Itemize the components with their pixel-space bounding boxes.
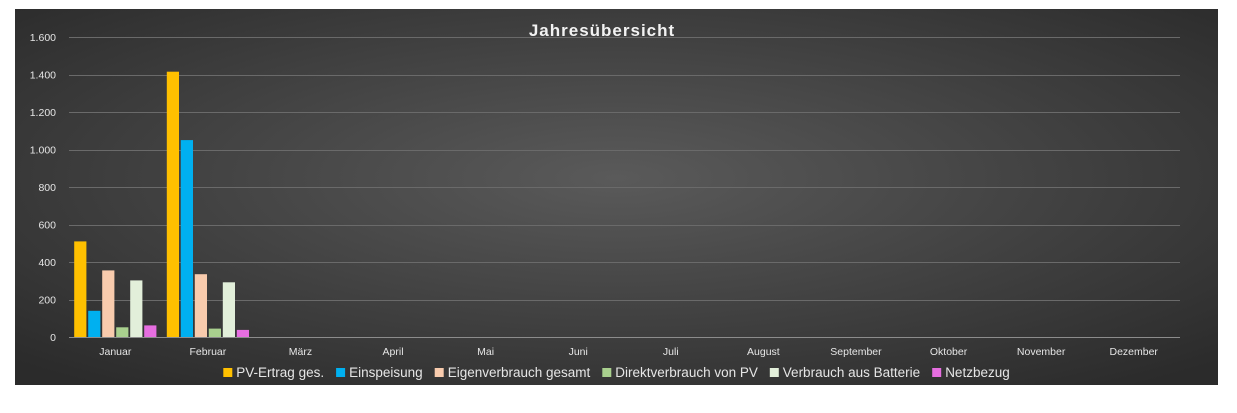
x-tick-label: September — [830, 346, 882, 358]
y-tick-label: 1.200 — [30, 107, 56, 119]
x-axis-tick-labels: Januar Februar März April Mai Juni Juli August S… — [99, 346, 1158, 358]
bar — [236, 329, 249, 337]
x-tick-label: August — [747, 346, 780, 358]
y-axis-tick-labels: 0 200 400 600 800 1.000 1.200 1.400 1.600 — [30, 32, 56, 344]
legend: PV-Ertrag ges. Einspeisung Eigenverbrauch … — [223, 365, 1010, 380]
x-tick-label: März — [289, 346, 312, 358]
bar — [88, 310, 101, 338]
bar — [116, 327, 129, 338]
legend-item: Einspeisung — [336, 365, 423, 380]
legend-label: PV-Ertrag ges. — [236, 365, 324, 380]
legend-label: Verbrauch aus Batterie — [783, 365, 920, 380]
y-tick-label: 1.000 — [30, 145, 56, 157]
x-tick-label: Oktober — [930, 346, 968, 358]
chart-area: Jahresübersicht 0 200 400 600 800 1.000 1.200 1… — [15, 9, 1218, 385]
legend-item: PV-Ertrag ges. — [223, 365, 324, 380]
y-tick-label: 800 — [38, 182, 56, 194]
bar — [74, 241, 87, 337]
x-tick-label: November — [1017, 346, 1066, 358]
chart-title: Jahresübersicht — [529, 21, 675, 40]
x-tick-label: Juni — [569, 346, 588, 358]
legend-label: Netzbezug — [945, 365, 1010, 380]
bar — [102, 270, 115, 337]
x-tick-label: Januar — [99, 346, 132, 358]
bars — [74, 71, 249, 338]
y-tick-label: 200 — [38, 295, 56, 307]
bar — [144, 325, 157, 337]
bar — [208, 328, 221, 337]
x-tick-label: April — [383, 346, 404, 358]
legend-item: Netzbezug — [932, 365, 1010, 380]
legend-label: Einspeisung — [349, 365, 423, 380]
y-tick-label: 1.600 — [30, 32, 56, 44]
chart-background — [15, 9, 1218, 385]
legend-item: Direktverbrauch von PV — [602, 365, 758, 380]
legend-item: Verbrauch aus Batterie — [769, 365, 920, 380]
y-tick-label: 0 — [50, 332, 56, 344]
legend-swatch — [769, 368, 779, 377]
bar — [222, 282, 235, 338]
legend-swatch — [336, 368, 346, 377]
legend-swatch — [932, 368, 942, 377]
y-tick-label: 1.400 — [30, 70, 56, 82]
x-tick-label: Februar — [189, 346, 226, 358]
y-tick-label: 400 — [38, 257, 56, 269]
x-tick-label: Dezember — [1109, 346, 1158, 358]
bar — [180, 140, 193, 337]
legend-swatch — [223, 368, 233, 377]
gridlines — [69, 37, 1180, 301]
x-tick-label: Mai — [477, 346, 494, 358]
legend-swatch — [434, 368, 444, 377]
bar — [194, 274, 207, 337]
legend-label: Direktverbrauch von PV — [615, 365, 758, 380]
legend-label: Eigenverbrauch gesamt — [448, 365, 591, 380]
x-tick-label: Juli — [663, 346, 679, 358]
bar — [130, 280, 143, 337]
legend-item: Eigenverbrauch gesamt — [434, 365, 591, 380]
y-tick-label: 600 — [38, 220, 56, 232]
chart-svg: Jahresübersicht 0 200 400 600 800 1.000 1.200 1… — [15, 9, 1218, 385]
legend-swatch — [602, 368, 612, 377]
bar — [166, 71, 179, 337]
